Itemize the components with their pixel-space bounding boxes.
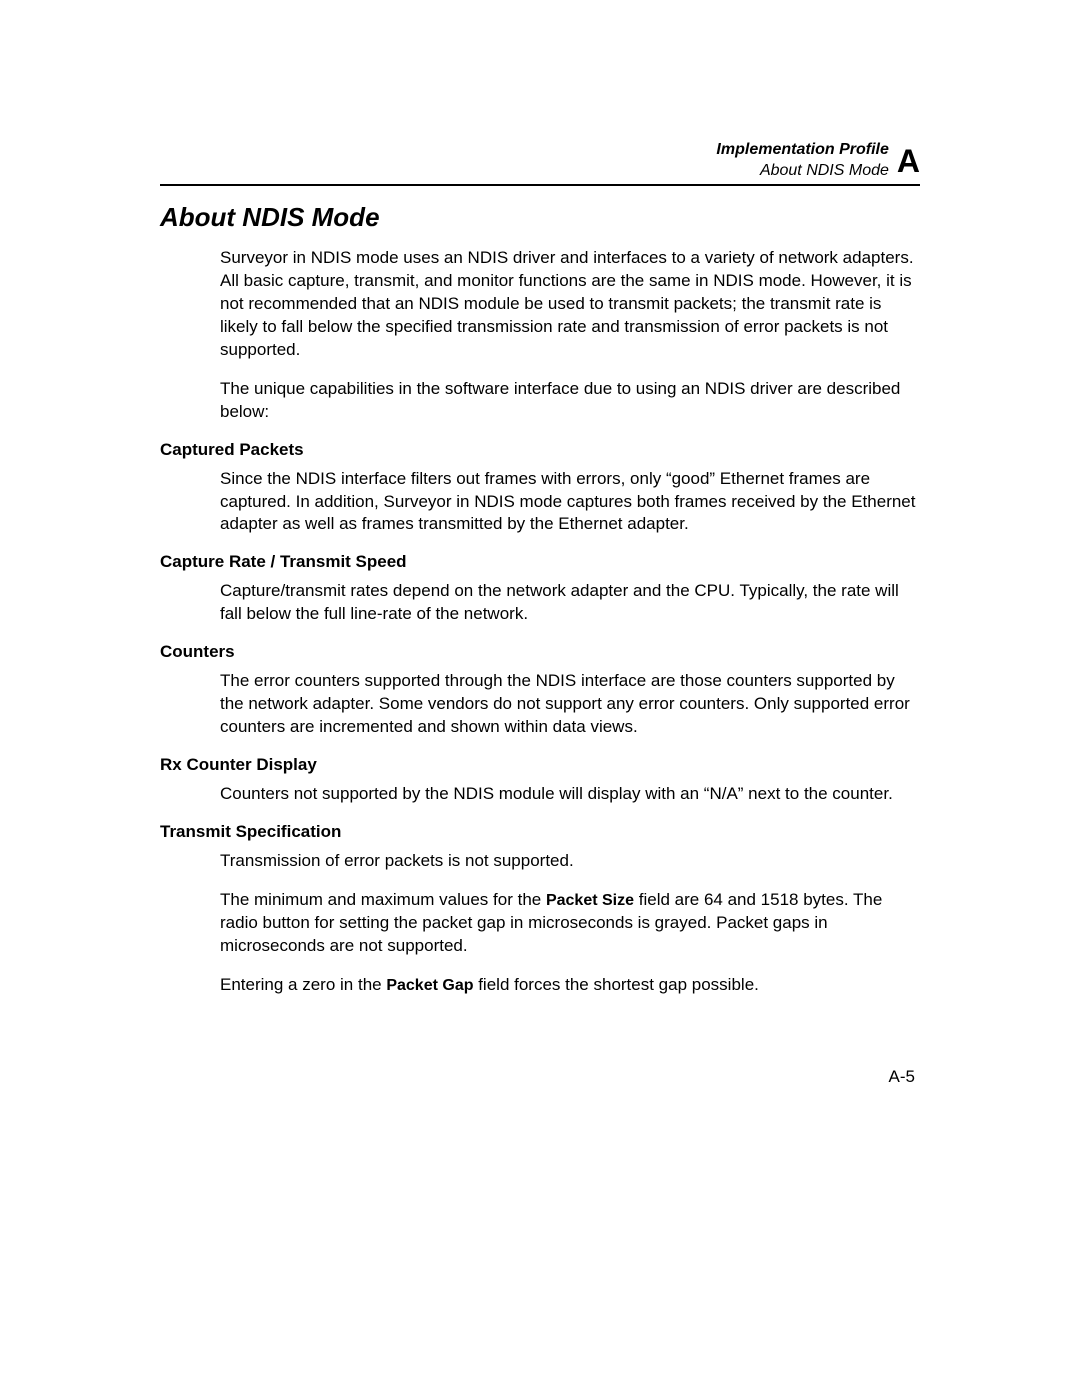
header-rule <box>160 184 920 186</box>
intro-paragraph-1: Surveyor in NDIS mode uses an NDIS drive… <box>220 247 920 362</box>
main-heading: About NDIS Mode <box>160 202 920 233</box>
subheading-rx-counter: Rx Counter Display <box>160 755 920 775</box>
header-text-block: Implementation Profile About NDIS Mode <box>716 140 888 182</box>
body-transmit-spec-p1: Transmission of error packets is not sup… <box>220 850 920 873</box>
intro-paragraph-2: The unique capabilities in the software … <box>220 378 920 424</box>
content: About NDIS Mode Surveyor in NDIS mode us… <box>160 140 920 997</box>
body-rx-counter: Counters not supported by the NDIS modul… <box>220 783 920 806</box>
body-counters: The error counters supported through the… <box>220 670 920 739</box>
ts-p2-pre: The minimum and maximum values for the <box>220 890 546 909</box>
body-captured-packets: Since the NDIS interface filters out fra… <box>220 468 920 537</box>
page-number: A-5 <box>889 1067 915 1087</box>
ts-p3-pre: Entering a zero in the <box>220 975 386 994</box>
subheading-capture-rate: Capture Rate / Transmit Speed <box>160 552 920 572</box>
page: Implementation Profile About NDIS Mode A… <box>0 0 1080 1397</box>
body-transmit-spec-p3: Entering a zero in the Packet Gap field … <box>220 974 920 997</box>
header-chapter-title: Implementation Profile <box>716 140 888 161</box>
ts-p2-bold: Packet Size <box>546 892 634 909</box>
header-section-title: About NDIS Mode <box>716 161 888 182</box>
page-header: Implementation Profile About NDIS Mode A <box>716 140 920 182</box>
body-transmit-spec-p2: The minimum and maximum values for the P… <box>220 889 920 958</box>
subheading-captured-packets: Captured Packets <box>160 440 920 460</box>
subheading-transmit-spec: Transmit Specification <box>160 822 920 842</box>
subheading-counters: Counters <box>160 642 920 662</box>
appendix-letter: A <box>897 145 920 177</box>
ts-p3-bold: Packet Gap <box>386 977 473 994</box>
body-capture-rate: Capture/transmit rates depend on the net… <box>220 580 920 626</box>
ts-p3-post: field forces the shortest gap possible. <box>473 975 758 994</box>
